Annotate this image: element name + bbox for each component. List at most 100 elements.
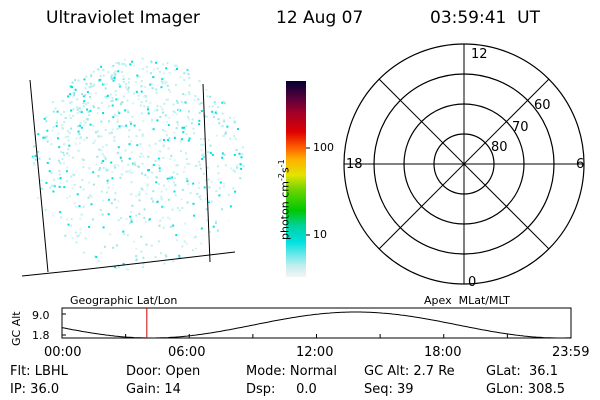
emission-pixel (193, 236, 196, 239)
emission-pixel (80, 126, 83, 129)
emission-pixel (140, 101, 143, 104)
emission-pixel (111, 171, 114, 174)
emission-pixel (179, 150, 182, 153)
emission-pixel (173, 137, 176, 139)
status-ip: IP: 36.0 (10, 382, 60, 397)
emission-pixel (204, 198, 207, 200)
emission-pixel (159, 219, 162, 222)
emission-pixel (120, 173, 123, 176)
emission-pixel (135, 255, 138, 258)
gc-alt-tick-9: 9.0 (32, 309, 50, 322)
emission-pixel (114, 70, 117, 73)
emission-pixel (135, 135, 138, 138)
emission-pixel (132, 162, 135, 165)
emission-pixel (79, 228, 82, 231)
emission-pixel (221, 152, 224, 155)
emission-pixel (118, 63, 121, 66)
emission-pixel (109, 100, 112, 103)
emission-pixel (122, 262, 125, 265)
emission-pixel (148, 144, 151, 147)
emission-pixel (119, 103, 122, 106)
emission-pixel (95, 131, 97, 134)
emission-pixel (150, 244, 153, 247)
emission-pixel (172, 224, 175, 227)
emission-pixel (81, 93, 83, 96)
emission-pixel (37, 150, 40, 153)
emission-pixel (145, 66, 148, 68)
emission-pixel (235, 148, 238, 151)
emission-pixel (165, 188, 168, 191)
emission-pixel (188, 162, 191, 165)
emission-pixel (140, 235, 143, 238)
emission-pixel (187, 118, 190, 121)
emission-pixel (117, 110, 120, 113)
emission-pixel (166, 177, 169, 180)
emission-pixel (100, 252, 103, 255)
emission-pixel (82, 101, 85, 104)
emission-pixel (64, 234, 67, 237)
emission-pixel (143, 95, 146, 98)
emission-pixel (153, 68, 156, 71)
emission-pixel (145, 95, 148, 98)
emission-pixel (125, 218, 128, 220)
emission-pixel (67, 95, 70, 98)
emission-pixel (123, 125, 126, 128)
emission-pixel (227, 193, 230, 196)
emission-pixel (178, 254, 181, 257)
emission-pixel (79, 136, 82, 139)
emission-pixel (127, 135, 130, 138)
emission-pixel (40, 179, 43, 182)
emission-pixel (154, 87, 157, 90)
emission-pixel (57, 132, 60, 135)
emission-pixel (221, 101, 224, 104)
emission-pixel (122, 230, 125, 233)
emission-pixel (68, 195, 71, 198)
emission-pixel (239, 177, 242, 180)
status-dsp: Dsp: 0.0 (246, 382, 317, 397)
emission-pixel (170, 154, 173, 157)
geographic-grid-line-right (202, 83, 211, 263)
emission-pixel (217, 106, 220, 109)
emission-pixel (105, 144, 108, 147)
emission-pixel (167, 124, 170, 127)
emission-pixel (54, 107, 57, 110)
emission-pixel (80, 111, 83, 113)
emission-pixel (146, 184, 149, 187)
emission-pixel (71, 86, 73, 89)
emission-pixel (145, 220, 147, 223)
emission-pixel (118, 125, 121, 128)
emission-pixel (152, 128, 155, 131)
emission-pixel (94, 255, 97, 258)
emission-pixel (201, 158, 204, 160)
emission-pixel (102, 226, 105, 229)
emission-pixel (109, 233, 112, 236)
emission-pixel (186, 162, 188, 165)
uv-emission-speckle (31, 57, 245, 271)
emission-pixel (155, 61, 158, 64)
emission-pixel (100, 149, 103, 152)
emission-pixel (180, 198, 183, 201)
emission-pixel (74, 88, 77, 91)
emission-pixel (61, 100, 63, 103)
emission-pixel (106, 94, 109, 97)
emission-pixel (66, 166, 69, 169)
emission-pixel (194, 165, 197, 168)
emission-pixel (211, 110, 214, 113)
status-glat: GLat: 36.1 (486, 364, 558, 379)
emission-pixel (158, 224, 161, 227)
emission-pixel (33, 164, 36, 167)
emission-pixel (167, 147, 170, 150)
emission-pixel (143, 208, 146, 211)
emission-pixel (198, 123, 201, 126)
emission-pixel (163, 184, 165, 187)
emission-pixel (173, 131, 176, 134)
emission-pixel (113, 72, 116, 75)
emission-pixel (55, 121, 58, 124)
emission-pixel (156, 67, 159, 70)
emission-pixel (181, 245, 184, 248)
emission-pixel (139, 143, 142, 145)
emission-pixel (138, 193, 141, 196)
emission-pixel (200, 102, 203, 104)
emission-pixel (175, 112, 178, 115)
emission-pixel (241, 153, 244, 155)
